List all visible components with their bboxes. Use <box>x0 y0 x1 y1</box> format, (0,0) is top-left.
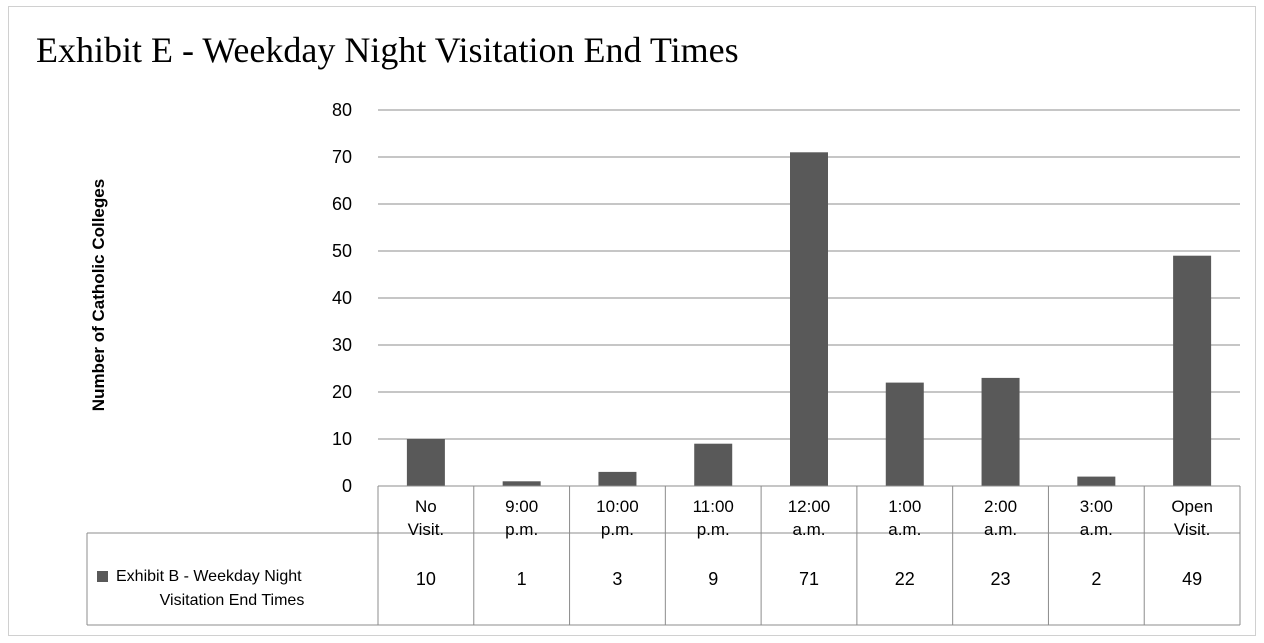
bar <box>1173 255 1212 486</box>
x-category-label: a.m. <box>792 520 825 539</box>
legend-label: Visitation End Times <box>160 592 305 609</box>
y-tick-label: 30 <box>332 335 352 355</box>
data-label: 23 <box>991 569 1011 589</box>
y-axis-label: Number of Catholic Colleges <box>89 179 108 411</box>
bar <box>694 443 733 486</box>
data-label: 1 <box>517 569 527 589</box>
data-label: 9 <box>708 569 718 589</box>
y-tick-label: 0 <box>342 476 352 496</box>
x-category-label: 12:00 <box>788 497 831 516</box>
y-tick-label: 40 <box>332 288 352 308</box>
data-label: 22 <box>895 569 915 589</box>
legend-swatch <box>97 571 108 582</box>
x-category-label: Visit. <box>1174 520 1211 539</box>
y-tick-label: 70 <box>332 147 352 167</box>
x-category-label: p.m. <box>601 520 634 539</box>
x-category-label: a.m. <box>984 520 1017 539</box>
x-category-label: p.m. <box>505 520 538 539</box>
x-category-label: 9:00 <box>505 497 538 516</box>
data-label: 3 <box>612 569 622 589</box>
x-category-label: Visit. <box>408 520 445 539</box>
data-label: 2 <box>1091 569 1101 589</box>
bar <box>598 471 637 486</box>
bar <box>406 439 445 486</box>
x-category-label: a.m. <box>1080 520 1113 539</box>
bar <box>885 382 924 486</box>
bar <box>502 481 541 486</box>
data-table: NoVisit.9:00p.m.10:00p.m.11:00p.m.12:00a… <box>86 485 1241 626</box>
y-tick-label: 20 <box>332 382 352 402</box>
bar <box>1077 476 1116 486</box>
y-tick-label: 50 <box>332 241 352 261</box>
bar <box>790 152 828 487</box>
x-category-label: 10:00 <box>596 497 639 516</box>
y-axis-ticks: 0 10 20 30 40 50 60 70 80 <box>332 100 352 496</box>
x-category-label: 3:00 <box>1080 497 1113 516</box>
x-category-label: 1:00 <box>888 497 921 516</box>
x-category-label: 11:00 <box>693 497 734 516</box>
data-label: 10 <box>416 569 436 589</box>
data-label: 49 <box>1182 569 1202 589</box>
y-tick-label: 60 <box>332 194 352 214</box>
x-category-label: Open <box>1171 497 1213 516</box>
bars <box>406 152 1212 487</box>
data-label: 71 <box>799 569 819 589</box>
x-category-label: 2:00 <box>984 497 1017 516</box>
x-category-label: p.m. <box>697 520 730 539</box>
bar <box>981 377 1020 486</box>
x-category-label: a.m. <box>888 520 921 539</box>
x-category-label: No <box>415 497 437 516</box>
chart-title: Exhibit E - Weekday Night Visitation End… <box>36 30 739 70</box>
y-tick-label: 10 <box>332 429 352 449</box>
y-tick-label: 80 <box>332 100 352 120</box>
legend-label: Exhibit B - Weekday Night <box>116 568 302 585</box>
